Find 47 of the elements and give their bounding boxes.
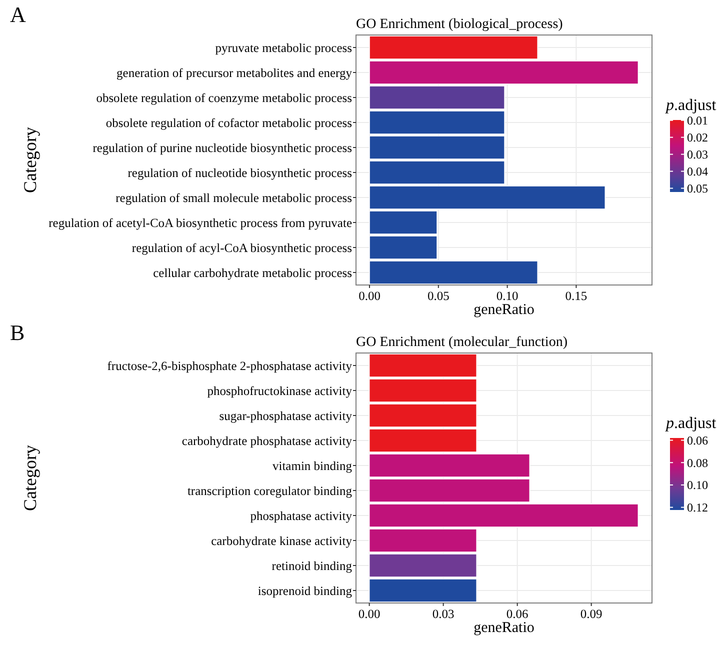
x-tick-label: 0.00 [358,607,380,621]
y-tick-label: sugar-phosphatase activity [219,408,353,423]
color-bar-label: 0.02 [687,130,708,145]
x-axis-title: geneRatio [474,302,534,318]
x-tick-label: 0.00 [358,289,380,303]
y-tick-label: fructose-2,6-bisphosphate 2-phosphatase activity [107,358,353,373]
y-tick-label: regulation of small molecule metabolic process [116,190,352,205]
y-tick-label: obsolete regulation of coenzyme metabolic process [96,90,352,105]
y-tick-label: carbohydrate kinase activity [211,534,353,548]
x-tick-label: 0.15 [565,289,588,303]
text: B [10,320,25,345]
x-tick-label: 0.05 [427,289,450,303]
y-tick-label: generation of precursor metabolites and energy [116,66,353,80]
text: A [10,2,26,27]
x-tick-label: 0.09 [580,607,602,621]
color-bar-label: 0.05 [687,181,708,196]
x-tick-label: 0.10 [496,289,518,303]
y-axis-title: Category [20,127,40,193]
color-bar-label: 0.08 [687,456,708,470]
color-bar-title: p.adjust [665,97,717,114]
y-tick-label: regulation of acyl-CoA biosynthetic process [132,240,352,255]
color-bar-label: 0.06 [687,433,708,448]
y-tick-label: regulation of nucleotide biosynthetic process [128,166,352,180]
y-tick-label: obsolete regulation of cofactor metabolic process [106,116,352,130]
color-bar-label: 0.04 [687,164,708,178]
y-tick-label: regulation of acetyl-CoA biosynthetic process from pyruvate [48,216,352,230]
y-tick-label: vitamin binding [272,458,353,473]
y-tick-label: phosphatase activity [250,508,353,523]
chart-title: GO Enrichment (biological_process) [356,17,564,32]
y-tick-label: isoprenoid binding [258,584,353,598]
y-tick-label: carbohydrate phosphatase activity [182,434,353,448]
color-bar-label: 0.03 [687,148,708,162]
x-tick-label: 0.03 [432,607,454,621]
y-tick-label: regulation of purine nucleotide biosynthetic process [92,140,352,155]
x-axis-title: geneRatio [474,620,534,636]
color-bar-title: p.adjust [665,415,717,432]
color-bar-label: 0.12 [687,500,708,515]
y-tick-label: phosphofructokinase activity [207,384,353,398]
y-axis-title: Category [20,445,40,511]
x-tick-label: 0.06 [506,607,528,621]
color-bar-label: 0.01 [687,114,708,128]
color-bar-label: 0.10 [687,478,708,492]
y-tick-label: pyruvate metabolic process [215,40,352,55]
y-tick-label: retinoid binding [272,558,353,573]
y-tick-label: transcription coregulator binding [187,484,353,498]
y-tick-label: cellular carbohydrate metabolic process [153,266,352,280]
chart-title: GO Enrichment (molecular_function) [356,335,568,350]
